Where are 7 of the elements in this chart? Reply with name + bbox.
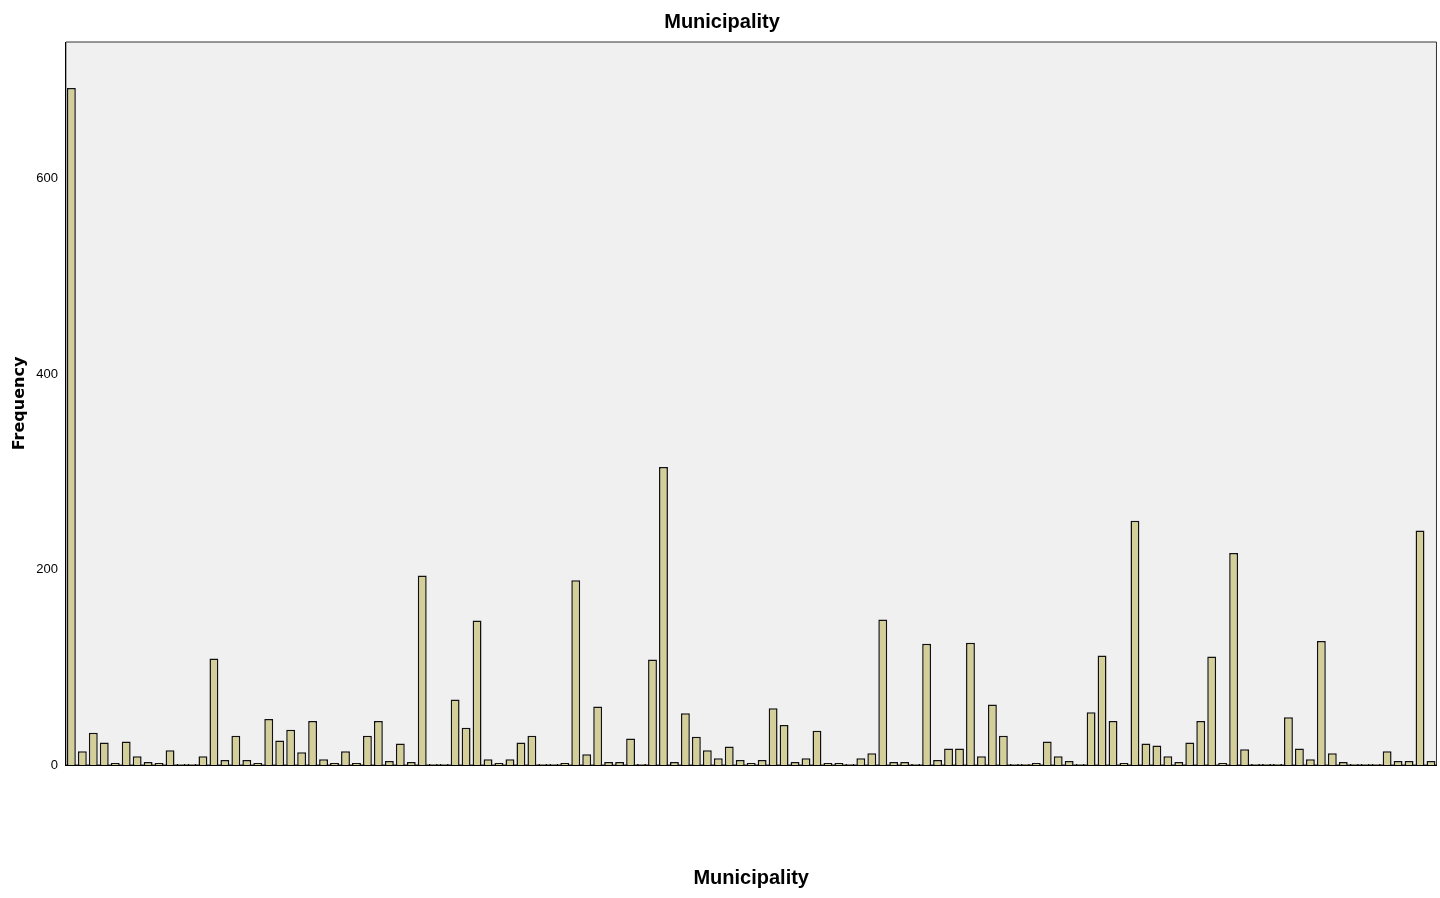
y-tick-label: 400 [36,365,58,381]
x-axis-title: Municipality [693,865,810,888]
y-tick-label: 0 [50,756,58,772]
y-axis-title: Frequency [8,356,28,451]
y-tick-label: 200 [36,561,58,577]
y-tick-label: 600 [36,170,58,186]
chart-title: Municipality [664,9,781,32]
